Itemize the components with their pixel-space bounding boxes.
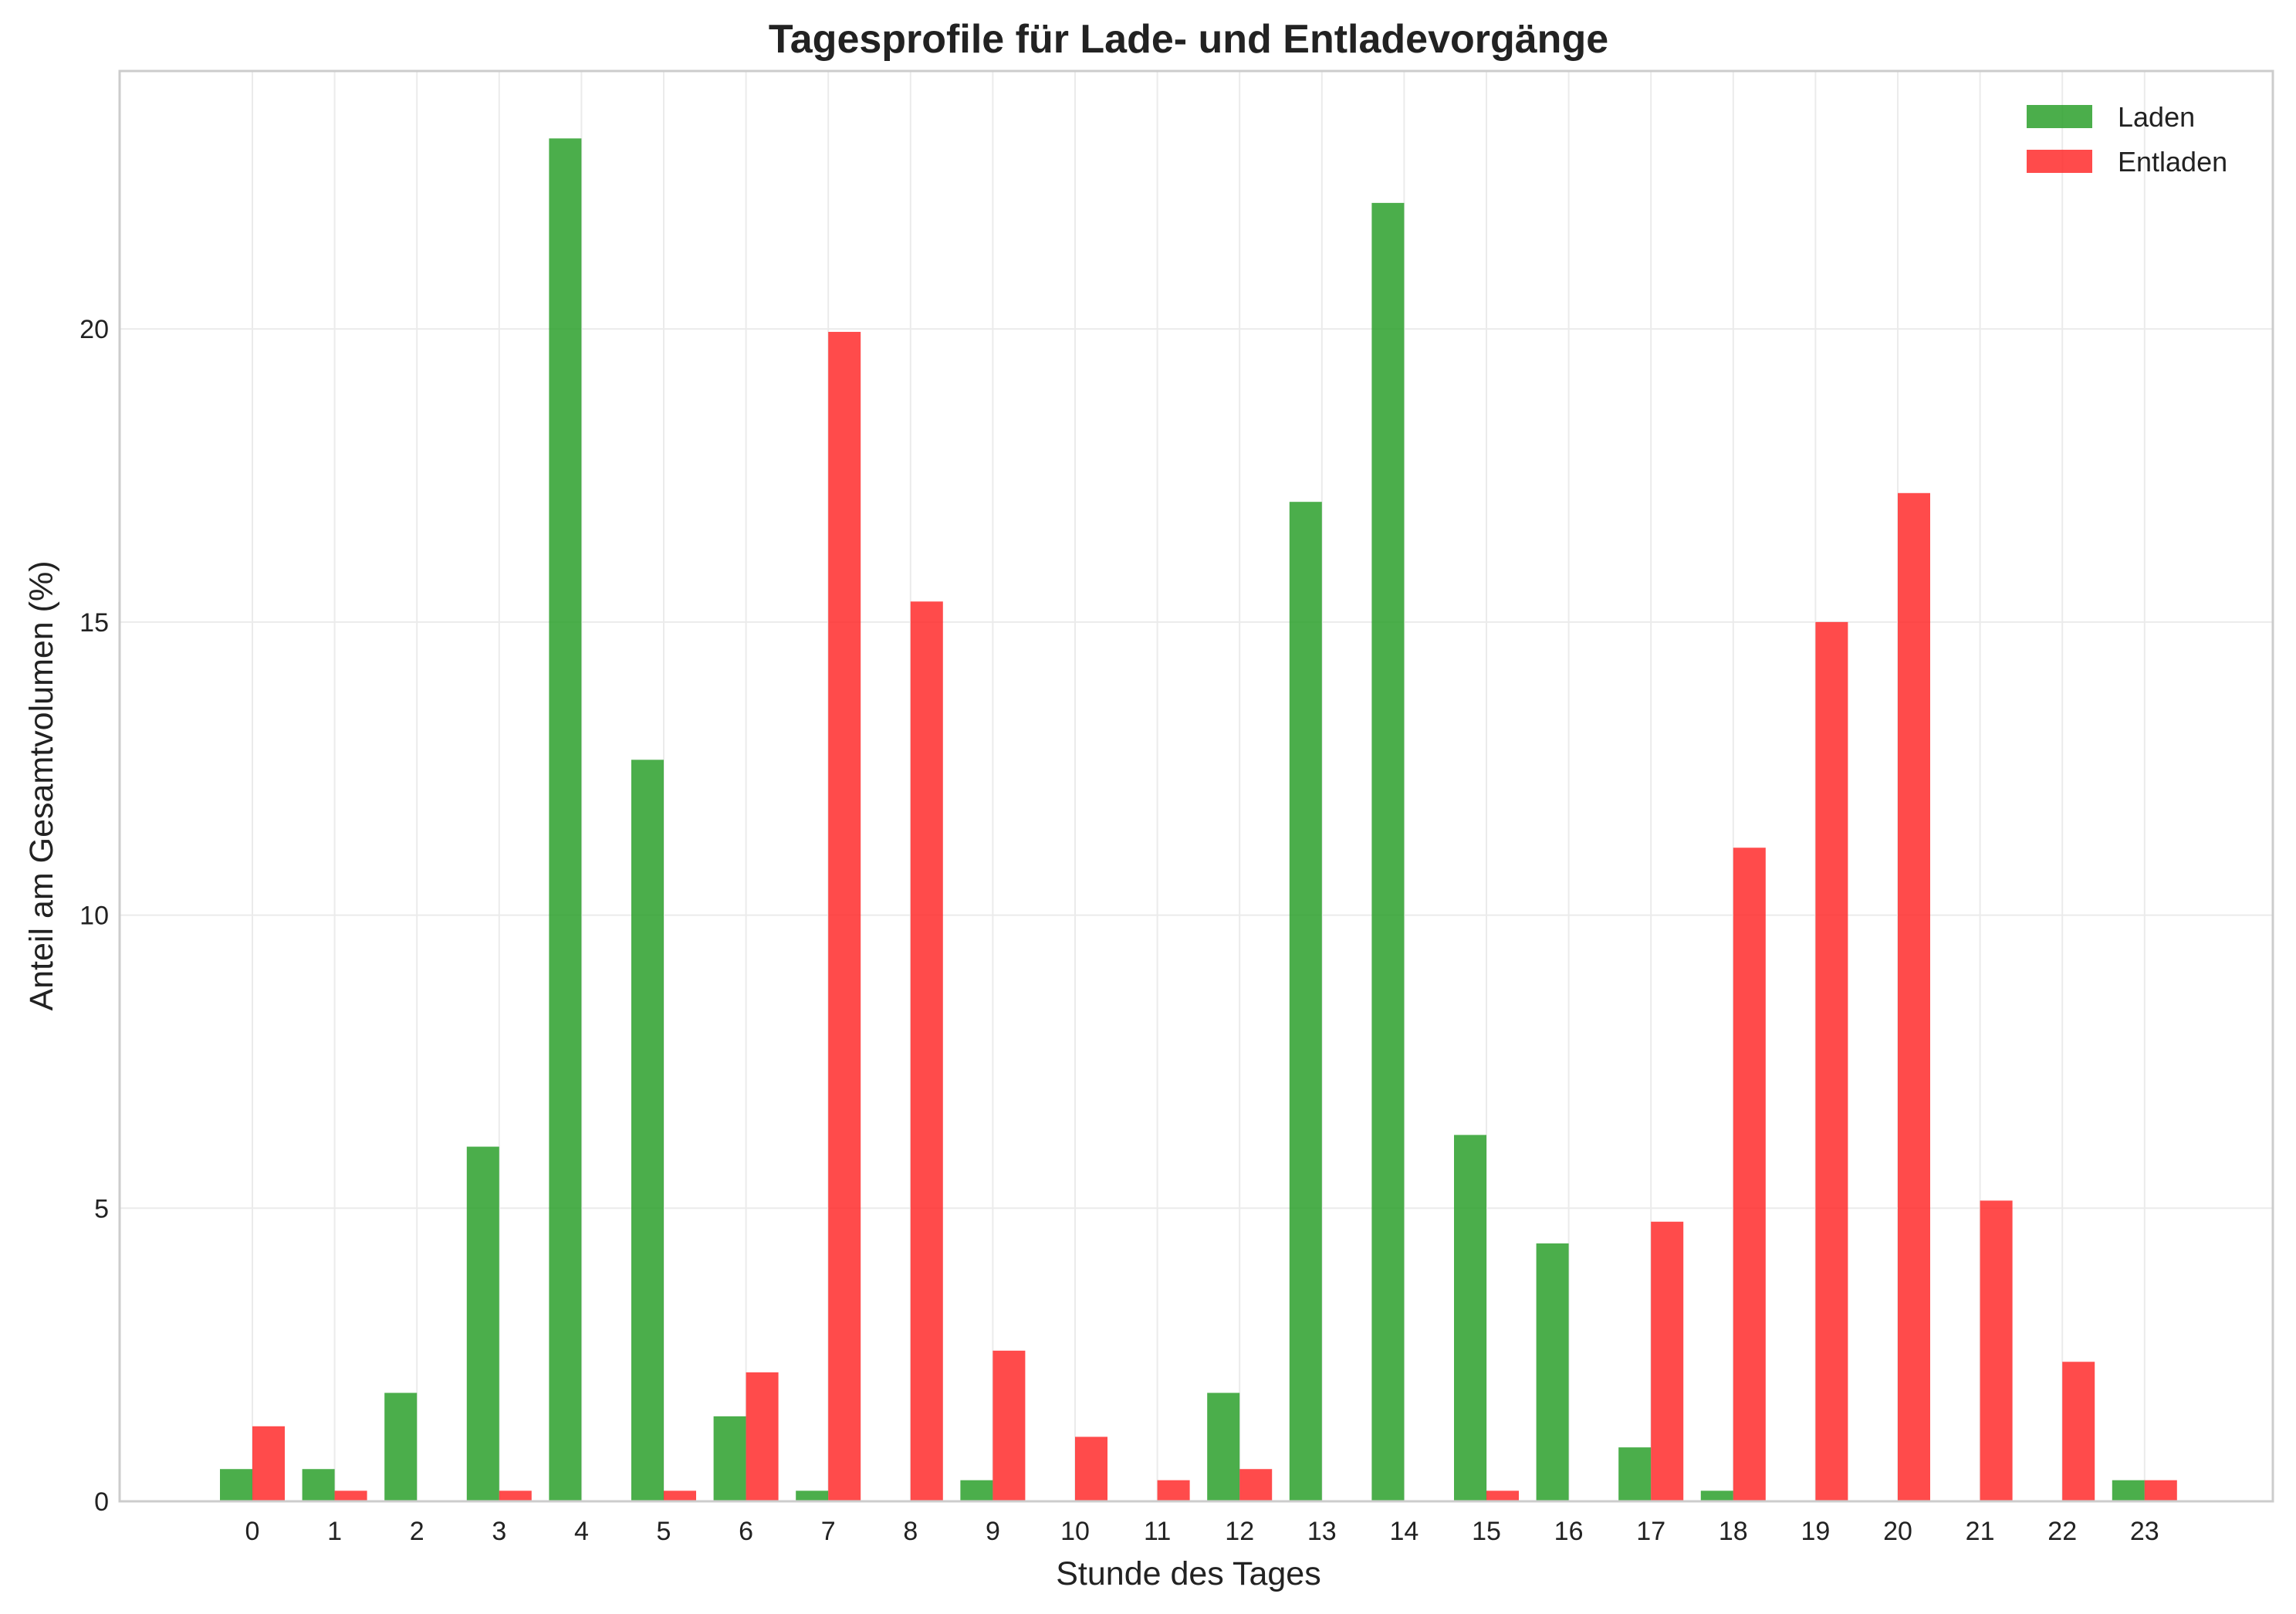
bar-entladen-15 xyxy=(1486,1490,1519,1501)
bar-laden-6 xyxy=(713,1416,746,1501)
y-tick-label: 20 xyxy=(79,315,109,344)
legend-label-laden: Laden xyxy=(2118,101,2195,133)
bar-laden-17 xyxy=(1618,1447,1652,1501)
bar-entladen-17 xyxy=(1651,1221,1684,1501)
bar-entladen-9 xyxy=(992,1350,1026,1501)
chart-title: Tagesprofile für Lade- und Entladevorgän… xyxy=(769,17,1608,62)
bar-laden-9 xyxy=(960,1480,993,1501)
x-tick-label: 2 xyxy=(410,1517,424,1546)
x-tick-label: 7 xyxy=(821,1517,836,1546)
bar-laden-12 xyxy=(1207,1392,1240,1501)
bar-entladen-1 xyxy=(334,1490,367,1501)
bar-entladen-20 xyxy=(1898,492,1930,1501)
x-tick-label: 10 xyxy=(1060,1517,1090,1546)
y-tick-label: 5 xyxy=(94,1194,109,1223)
x-tick-label: 20 xyxy=(1883,1517,1912,1546)
y-axis-label: Anteil am Gesamtvolumen (%) xyxy=(23,560,60,1010)
bar-entladen-19 xyxy=(1815,621,1848,1502)
x-tick-label: 4 xyxy=(574,1517,589,1546)
y-tick-label: 0 xyxy=(94,1487,109,1517)
legend-label-entladen: Entladen xyxy=(2118,146,2227,178)
bars xyxy=(220,138,2177,1502)
y-tick-label: 10 xyxy=(79,902,109,931)
bar-laden-4 xyxy=(549,138,582,1502)
x-tick-label: 21 xyxy=(1966,1517,1995,1546)
x-tick-label: 22 xyxy=(2047,1517,2077,1546)
bar-entladen-10 xyxy=(1075,1436,1107,1501)
bar-entladen-22 xyxy=(2062,1362,2095,1501)
y-tick-label: 15 xyxy=(79,608,109,638)
x-tick-label: 11 xyxy=(1144,1517,1171,1546)
bar-laden-2 xyxy=(384,1392,418,1501)
bar-laden-14 xyxy=(1371,202,1405,1502)
bar-entladen-6 xyxy=(746,1372,779,1501)
bar-laden-13 xyxy=(1289,502,1322,1502)
bar-laden-23 xyxy=(2112,1480,2145,1501)
legend-swatch-entladen xyxy=(2027,150,2092,173)
bar-laden-15 xyxy=(1454,1135,1486,1501)
bar-entladen-8 xyxy=(910,601,943,1501)
bar-laden-0 xyxy=(220,1469,252,1501)
x-tick-label: 6 xyxy=(739,1517,753,1546)
x-tick-label: 5 xyxy=(657,1517,671,1546)
x-tick-label: 15 xyxy=(1472,1517,1501,1546)
x-tick-label: 3 xyxy=(492,1517,506,1546)
x-tick-label: 17 xyxy=(1636,1517,1665,1546)
bar-entladen-5 xyxy=(664,1490,696,1501)
x-tick-label: 1 xyxy=(327,1517,342,1546)
x-tick-label: 13 xyxy=(1307,1517,1337,1546)
bar-entladen-12 xyxy=(1239,1469,1273,1501)
x-tick-label: 23 xyxy=(2130,1517,2159,1546)
x-tick-label: 16 xyxy=(1554,1517,1584,1546)
bar-laden-18 xyxy=(1700,1490,1733,1501)
x-tick-label: 14 xyxy=(1389,1517,1419,1546)
bar-entladen-3 xyxy=(499,1490,532,1501)
tick-labels: 0 1 2 3 4 5 6 7 8 9 10 11 12 13 14 15 16 17 18 19 20 21 22 2305… xyxy=(79,315,2159,1546)
bar-laden-1 xyxy=(302,1469,335,1501)
x-tick-label: 12 xyxy=(1225,1517,1254,1546)
bar-laden-5 xyxy=(631,760,664,1501)
bar-entladen-23 xyxy=(2144,1480,2177,1501)
bar-entladen-0 xyxy=(252,1426,285,1501)
bar-laden-16 xyxy=(1536,1243,1569,1501)
bar-entladen-11 xyxy=(1157,1480,1190,1501)
x-tick-label: 18 xyxy=(1719,1517,1748,1546)
x-tick-label: 0 xyxy=(245,1517,260,1546)
bar-entladen-18 xyxy=(1733,848,1766,1501)
legend-swatch-laden xyxy=(2027,105,2092,128)
plot-frame xyxy=(118,69,2274,1503)
x-axis-label: Stunde des Tages xyxy=(1056,1555,1320,1592)
plot-background xyxy=(120,71,2273,1501)
bar-entladen-21 xyxy=(1980,1200,2013,1501)
bar-laden-3 xyxy=(466,1146,499,1501)
x-tick-label: 19 xyxy=(1801,1517,1830,1546)
legend: Laden Entladen xyxy=(2027,101,2227,178)
bar-entladen-7 xyxy=(828,331,861,1501)
bar-laden-7 xyxy=(796,1490,829,1501)
x-tick-label: 9 xyxy=(986,1517,1000,1546)
x-tick-label: 8 xyxy=(903,1517,918,1546)
